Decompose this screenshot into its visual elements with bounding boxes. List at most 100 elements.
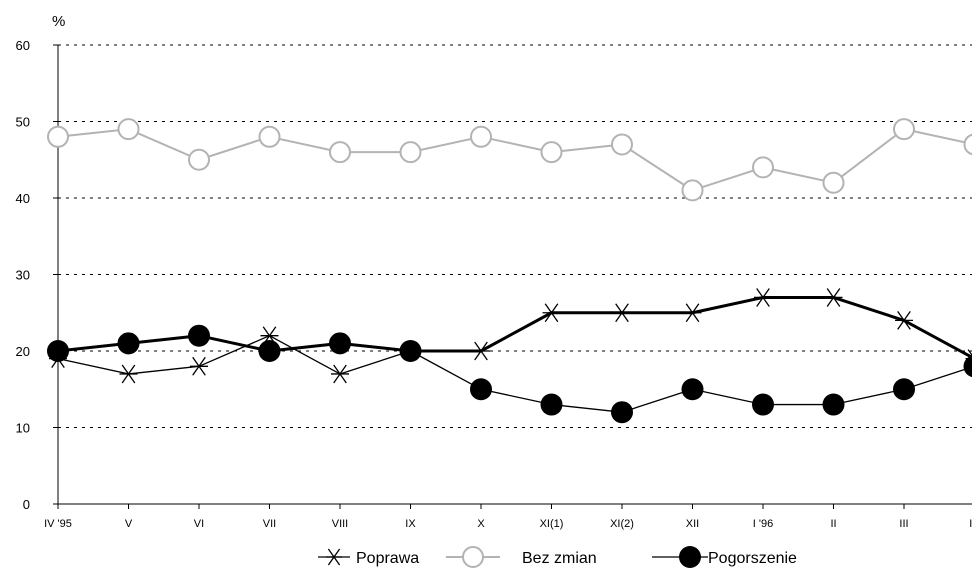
- series-line-segment: [902, 318, 972, 360]
- data-point-pogorszenie: [188, 324, 210, 347]
- x-tick-label: I '96: [753, 518, 773, 530]
- data-point-poprawa: [121, 364, 136, 384]
- series-line-segment: [550, 143, 623, 154]
- series-line-segment: [621, 388, 694, 413]
- series-line-segment: [409, 135, 482, 154]
- data-point-pogorszenie: [47, 340, 69, 362]
- series-line-segment: [56, 341, 130, 353]
- data-point-bez-zmian: [117, 118, 140, 141]
- series-line-segment: [127, 365, 200, 375]
- x-tick-label: V: [125, 518, 133, 530]
- x-tick-label: X: [477, 518, 485, 530]
- y-tick-label: 40: [16, 191, 30, 206]
- series-line-segment: [127, 128, 200, 161]
- data-point-bez-zmian: [329, 141, 351, 164]
- data-point-pogorszenie: [681, 378, 704, 401]
- legend-item-asterisk: Poprawa: [318, 548, 419, 567]
- data-point-bez-zmian: [188, 148, 210, 171]
- x-tick-label: VII: [263, 518, 276, 530]
- data-point-poprawa: [474, 341, 488, 361]
- x-tick-label: II: [830, 518, 836, 530]
- data-point-pogorszenie: [540, 393, 563, 416]
- data-point-pogorszenie: [822, 393, 845, 416]
- y-unit-label: %: [52, 13, 65, 30]
- legend: Poprawa Bez zmian Pogorszenie: [318, 546, 797, 568]
- series-line-segment: [197, 334, 271, 353]
- axes: [57, 45, 972, 509]
- data-point-pogorszenie: [117, 332, 140, 355]
- data-point-poprawa: [615, 303, 629, 323]
- x-tick-label: IX: [405, 518, 416, 530]
- data-point-bez-zmian: [611, 133, 633, 156]
- data-point-pogorszenie: [963, 355, 972, 378]
- data-point-pogorszenie: [611, 401, 633, 424]
- x-tick-label: XI(2): [610, 518, 634, 530]
- legend-marker: [462, 546, 484, 568]
- series-filled-circle: [47, 324, 972, 424]
- series-line-segment: [903, 128, 972, 145]
- data-point-poprawa: [333, 364, 347, 384]
- y-tick-label: 60: [16, 38, 30, 53]
- data-point-pogorszenie: [470, 378, 492, 401]
- x-tick-label: IV '95: [44, 518, 72, 530]
- series-line-segment: [832, 295, 906, 322]
- data-point-poprawa: [192, 356, 206, 376]
- series-line-segment: [691, 166, 764, 192]
- data-point-pogorszenie: [329, 332, 351, 355]
- series-line-segment: [198, 135, 271, 161]
- x-tick-label: IV: [969, 518, 972, 530]
- data-point-poprawa: [544, 303, 559, 323]
- x-tick-label: VI: [194, 518, 204, 530]
- legend-label: Pogorszenie: [708, 550, 797, 567]
- data-point-bez-zmian: [893, 118, 915, 141]
- series-line-segment: [480, 388, 553, 406]
- series-line-segment: [339, 350, 412, 375]
- data-point-bez-zmian: [47, 125, 69, 148]
- y-tick-labels: 0 10 20 30 40 50 60: [16, 38, 30, 512]
- series-line-segment: [762, 166, 835, 184]
- data-point-pogorszenie: [752, 393, 774, 416]
- x-tick-label: VIII: [332, 518, 349, 530]
- data-point-poprawa: [756, 288, 770, 307]
- y-tick-label: 50: [16, 115, 30, 130]
- series-line-segment: [268, 135, 341, 154]
- x-tick-label: III: [899, 518, 908, 530]
- series-line-segment: [127, 334, 201, 345]
- series-line-segment: [832, 388, 905, 406]
- data-point-pogorszenie: [258, 340, 281, 362]
- series-line-segment: [903, 366, 972, 390]
- x-tick-label: XI(1): [540, 518, 564, 530]
- gridlines: [53, 44, 972, 505]
- series-line-segment: [832, 128, 905, 184]
- series-line-segment: [268, 341, 342, 353]
- data-point-poprawa: [897, 311, 911, 330]
- series-line-segment: [57, 128, 130, 138]
- series-line-segment: [691, 388, 764, 406]
- series-line-segment: [479, 311, 553, 353]
- data-point-poprawa: [967, 349, 972, 357]
- series-line-segment: [550, 403, 623, 413]
- data-point-pogorszenie: [893, 378, 915, 401]
- x-tick-labels: IV '95 V VI VII VIII IX X XI(1) XI(2) XII I '96 II I…: [44, 518, 972, 530]
- series-line-segment: [268, 335, 341, 375]
- data-point-bez-zmian: [752, 156, 774, 179]
- data-point-poprawa: [685, 303, 700, 323]
- data-point-pogorszenie: [399, 340, 422, 362]
- series-line-segment: [338, 341, 412, 353]
- data-point-poprawa: [826, 288, 841, 307]
- series-line-segment: [409, 350, 482, 390]
- data-point-bez-zmian: [540, 141, 563, 164]
- data-point-bez-zmian: [822, 171, 845, 194]
- series-open-circle: [47, 118, 972, 202]
- data-point-bez-zmian: [258, 125, 281, 148]
- legend-item-filled-circle: Pogorszenie: [652, 546, 797, 568]
- series-line-segment: [198, 335, 271, 367]
- data-point-bez-zmian: [963, 133, 972, 156]
- legend-label: Bez zmian: [522, 550, 597, 567]
- y-tick-label: 10: [16, 421, 30, 436]
- y-tick-label: 0: [23, 497, 30, 512]
- data-point-bez-zmian: [681, 179, 704, 202]
- y-tick-label: 30: [16, 268, 30, 283]
- series-line-segment: [691, 295, 765, 315]
- legend-marker: [679, 546, 701, 568]
